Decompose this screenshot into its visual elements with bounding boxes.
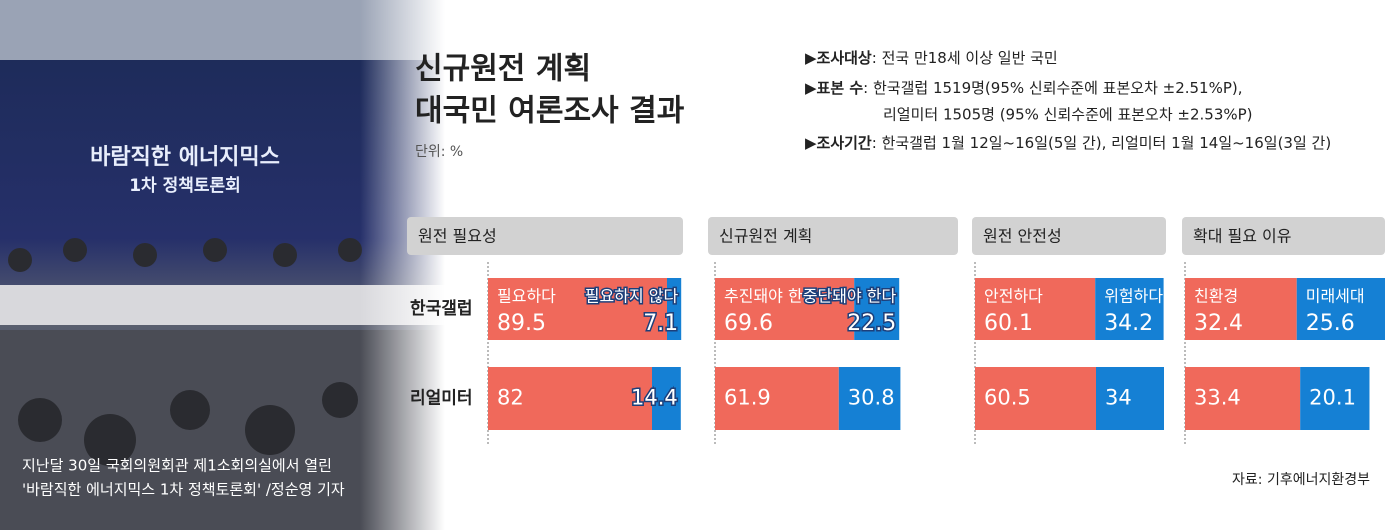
survey-text: : 한국갤럽 1519명(95% 신뢰수준에 표본오차 ±2.51%P), (863, 79, 1242, 97)
bar (1296, 278, 1385, 340)
series-name: 필요하지 않다 (585, 287, 679, 306)
value-label: 60.5 (984, 386, 1031, 410)
survey-info: ▶표본 수: 한국갤럽 1519명(95% 신뢰수준에 표본오차 ±2.51%P… (805, 79, 1243, 97)
bar (1300, 367, 1370, 430)
value-label: 30.8 (848, 386, 895, 410)
panel-title: 신규원전 계획 (719, 227, 812, 246)
bar (838, 367, 901, 430)
panel-header (708, 217, 958, 255)
value-label: 32.4 (1194, 311, 1243, 336)
survey-info: 리얼미터 1505명 (95% 신뢰수준에 표본오차 ±2.53%P) (883, 106, 1253, 124)
bar (975, 278, 1096, 340)
survey-label: ▶표본 수 (805, 79, 863, 97)
bar (715, 367, 839, 430)
panel-title: 원전 필요성 (418, 227, 497, 246)
category-label: 한국갤럽 (410, 299, 473, 319)
value-label: 89.5 (497, 311, 546, 336)
title: 신규원전 계획 (415, 52, 591, 87)
unit: 단위: % (415, 144, 463, 160)
value-label: 60.1 (984, 311, 1033, 336)
bar (1095, 278, 1164, 340)
bar (1096, 367, 1164, 430)
panel-header (1182, 217, 1385, 255)
photo-caption: '바람직한 에너지믹스 1차 정책토론회' /정순영 기자 (22, 481, 345, 499)
value-label: 20.1 (1309, 386, 1356, 410)
screen-text: 바람직한 에너지믹스 (90, 145, 280, 170)
survey-info: ▶조사대상: 전국 만18세 이상 일반 국민 (805, 49, 1058, 67)
panel-header (972, 217, 1166, 255)
survey-label: ▶조사대상 (805, 49, 872, 67)
title: 대국민 여론조사 결과 (415, 94, 685, 129)
value-label: 69.6 (724, 311, 773, 336)
bar (488, 278, 667, 340)
source: 자료: 기후에너지환경부 (1232, 472, 1370, 488)
photo-caption: 지난달 30일 국회의원회관 제1소회의실에서 열린 (22, 457, 332, 475)
survey-label: ▶조사기간 (805, 134, 872, 152)
value-label: 22.5 (847, 311, 896, 336)
bar (1185, 367, 1301, 430)
value-label: 14.4 (631, 386, 678, 410)
series-name: 친환경 (1194, 287, 1238, 306)
bar (1185, 278, 1297, 340)
panel-title: 확대 필요 이유 (1193, 227, 1292, 246)
value-label: 61.9 (724, 386, 771, 410)
survey-text: : 한국갤럽 1월 12일~16일(5일 간), 리얼미터 1월 14일~16일… (872, 134, 1331, 152)
value-label: 34.2 (1104, 311, 1153, 336)
category-label: 리얼미터 (410, 389, 473, 409)
series-name: 중단돼야 한다 (803, 287, 897, 306)
bar (488, 367, 652, 430)
bar (975, 367, 1096, 430)
series-name: 미래세대 (1306, 287, 1365, 306)
value-label: 25.6 (1306, 311, 1355, 336)
series-name: 필요하다 (497, 287, 556, 306)
series-name: 추진돼야 한다 (724, 287, 818, 306)
panel-header (407, 217, 683, 255)
bar (667, 278, 682, 340)
bar (715, 278, 855, 340)
panel-title: 원전 안전성 (983, 227, 1062, 246)
value-label: 33.4 (1194, 386, 1241, 410)
value-label: 7.1 (643, 311, 678, 336)
photo: 바람직한 에너지믹스 1차 정책토론회 지난달 30일 국회의원회관 제1소회의… (0, 0, 445, 530)
series-name: 위험하다 (1104, 287, 1163, 306)
bar (652, 367, 681, 430)
survey-info: ▶조사기간: 한국갤럽 1월 12일~16일(5일 간), 리얼미터 1월 14… (805, 134, 1331, 152)
value-label: 82 (497, 386, 524, 410)
bar (854, 278, 900, 340)
survey-text: : 전국 만18세 이상 일반 국민 (872, 49, 1058, 67)
value-label: 34 (1105, 386, 1132, 410)
screen-text: 1차 정책토론회 (129, 176, 241, 196)
series-name: 안전하다 (984, 287, 1043, 306)
